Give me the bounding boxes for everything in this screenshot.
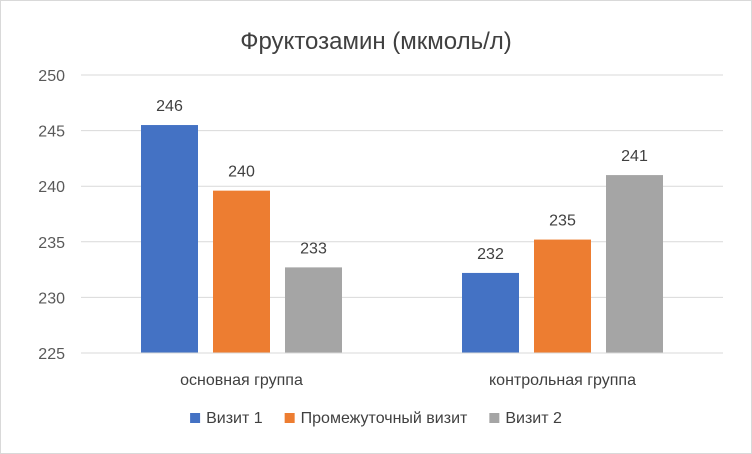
y-tick-label: 245 — [38, 124, 65, 141]
data-label: 246 — [156, 98, 183, 115]
bar — [606, 175, 663, 353]
data-label: 240 — [228, 164, 255, 181]
y-axis: 225 230 235 240 245 250 — [38, 68, 65, 363]
bar — [141, 125, 198, 353]
legend-swatch — [190, 413, 201, 423]
x-category-label: контрольная группа — [489, 372, 636, 389]
legend-label: Промежуточный визит — [301, 410, 468, 427]
y-tick-label: 240 — [38, 179, 65, 196]
legend-swatch — [284, 413, 295, 423]
y-tick-label: 235 — [38, 235, 65, 252]
bar — [285, 267, 342, 353]
bar — [462, 272, 519, 353]
chart-title: Фруктозамин (мкмоль/л) — [240, 28, 512, 55]
legend: Визит 1 Промежуточный визит Визит 2 — [190, 410, 562, 427]
data-label: 241 — [621, 148, 648, 165]
y-tick-label: 225 — [38, 346, 65, 363]
x-axis: основная группа контрольная группа — [81, 352, 723, 389]
legend-swatch — [489, 413, 500, 423]
legend-label: Визит 1 — [206, 410, 263, 427]
y-tick-label: 230 — [38, 290, 65, 307]
bars — [141, 125, 663, 353]
bar — [213, 190, 270, 353]
x-category-label: основная группа — [180, 372, 303, 389]
data-label: 235 — [549, 213, 576, 230]
bar — [534, 239, 591, 353]
data-label: 232 — [477, 246, 504, 263]
legend-label: Визит 2 — [505, 410, 562, 427]
y-tick-label: 250 — [38, 68, 65, 85]
data-label: 233 — [300, 240, 327, 257]
data-labels: 246 240 233 232 235 241 — [156, 98, 648, 263]
